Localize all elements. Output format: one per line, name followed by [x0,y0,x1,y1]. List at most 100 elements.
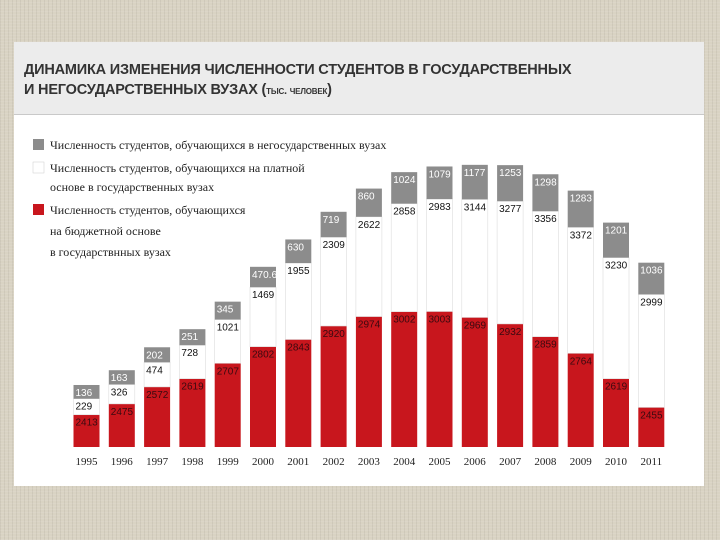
bar-nonstate-2009 [567,190,594,228]
slide-header: ДИНАМИКА ИЗМЕНЕНИЯ ЧИСЛЕННОСТИ СТУДЕНТОВ… [14,42,704,115]
bar-nonstate-2001 [285,239,312,264]
legend-label-budget-line3: в государствнных вузах [50,245,171,259]
label-paid-2007: 3277 [499,204,522,215]
bar-budget-2005 [426,311,453,447]
legend-label-budget-line1: Численность студентов, обучающихся [50,203,246,217]
label-nonstate-2006: 1177 [464,168,486,179]
legend-swatch-paid [32,161,45,174]
label-paid-1998: 728 [181,348,198,359]
chart-title-line1: ДИНАМИКА ИЗМЕНЕНИЯ ЧИСЛЕННОСТИ СТУДЕНТОВ… [24,62,572,78]
bar-budget-2007 [497,323,524,447]
bar-nonstate-2006 [461,164,488,200]
bar-nonstate-2011 [638,262,665,295]
label-paid-2004: 2858 [393,207,416,218]
bar-budget-2009 [567,353,594,447]
bar-budget-2004 [391,311,418,447]
x-axis-labels: 1995 1996 1997 1998 1999 2000 2001 2002 2003 2004… [76,456,663,468]
bar-nonstate-2008 [532,174,559,212]
bar-budget-1995 [73,414,100,447]
year-label-2008: 2008 [534,456,557,468]
label-nonstate-1995: 136 [76,388,93,399]
label-budget-1996: 2475 [111,407,134,418]
label-nonstate-1996: 163 [111,373,128,384]
year-label-2006: 2006 [464,456,487,468]
bar-paid-2007 [496,200,524,325]
bar-paid-2005 [426,198,453,312]
bar-paid-2001 [284,262,312,340]
bar-paid-2010 [602,257,630,379]
bar-paid-1998 [179,344,206,379]
label-nonstate-2007: 1253 [499,168,522,179]
year-label-2005: 2005 [429,456,452,468]
year-label-2002: 2002 [323,456,345,468]
year-label-2004: 2004 [393,456,416,468]
label-paid-2002: 2309 [323,240,346,251]
label-paid-2010: 3230 [605,261,628,272]
bars-group: 2413 229 136 2475 326 163 2572 474 202 2619 728 251… [73,164,665,447]
year-label-1999: 1999 [217,456,240,468]
bar-budget-1998 [179,378,206,447]
year-label-2011: 2011 [641,456,663,468]
label-nonstate-1998: 251 [181,332,198,343]
bar-budget-2001 [285,339,312,447]
bar-nonstate-1999 [214,301,241,320]
label-nonstate-2002: 719 [323,215,340,226]
year-label-2007: 2007 [499,456,522,468]
year-label-2003: 2003 [358,456,381,468]
bar-nonstate-1997 [144,347,171,363]
chart-title-line2: И НЕГОСУДАРСТВЕННЫХ ВУЗАХ (тыс. человек) [24,82,332,98]
legend-swatch-budget [33,204,44,215]
label-budget-2006: 2969 [464,320,487,331]
label-budget-2007: 2932 [499,327,522,338]
label-paid-2003: 2622 [358,220,381,231]
chart-title-close: ) [327,82,332,98]
label-nonstate-2001: 630 [287,242,304,253]
label-paid-2006: 3144 [464,202,487,213]
label-paid-1997: 474 [146,365,163,376]
bar-nonstate-2002 [320,211,347,238]
bar-budget-2003 [355,316,382,447]
label-nonstate-2008: 1298 [534,177,557,188]
bar-paid-2009 [567,226,595,354]
legend-label-budget-line2: на бюджетной основе [50,224,161,238]
label-budget-2009: 2764 [570,356,593,367]
bar-nonstate-2010 [603,222,629,258]
label-paid-2011: 2999 [640,297,663,308]
bar-paid-2008 [532,210,559,337]
label-budget-1999: 2707 [217,366,240,377]
year-label-1997: 1997 [146,456,169,468]
year-label-1996: 1996 [111,456,134,468]
bar-budget-1997 [144,386,171,447]
bar-budget-2008 [532,336,559,447]
chart-title-unit: тыс. человек [266,85,328,97]
label-nonstate-1999: 345 [217,305,234,316]
bar-budget-2000 [250,346,276,447]
label-paid-1996: 326 [111,387,128,398]
label-nonstate-2010: 1201 [605,226,628,237]
label-nonstate-2005: 1079 [429,169,452,180]
year-label-2009: 2009 [570,456,593,468]
label-budget-2004: 3002 [393,315,416,326]
bar-paid-2006 [461,199,489,318]
bar-paid-2003 [355,216,383,317]
label-nonstate-2011: 1036 [640,266,663,277]
legend: Численность студентов, обучающихся в нег… [32,138,386,259]
label-paid-1995: 229 [76,402,93,413]
bar-paid-2011 [637,294,665,408]
label-paid-1999: 1021 [217,323,240,334]
label-budget-2010: 2619 [605,382,628,393]
bar-budget-2006 [461,317,488,447]
bar-nonstate-2000 [250,266,276,288]
legend-label-paid-line2: основе в государственных вузах [50,180,214,194]
year-label-1998: 1998 [181,456,204,468]
label-nonstate-2009: 1283 [570,194,593,205]
bar-nonstate-2007 [497,165,524,202]
label-budget-2000: 2802 [252,350,275,361]
label-paid-2008: 3356 [534,214,557,225]
bar-budget-2010 [603,378,629,447]
bar-nonstate-2005 [426,166,453,200]
legend-swatch-nonstate [33,139,44,150]
year-label-2000: 2000 [252,456,275,468]
bar-nonstate-1998 [179,329,206,346]
